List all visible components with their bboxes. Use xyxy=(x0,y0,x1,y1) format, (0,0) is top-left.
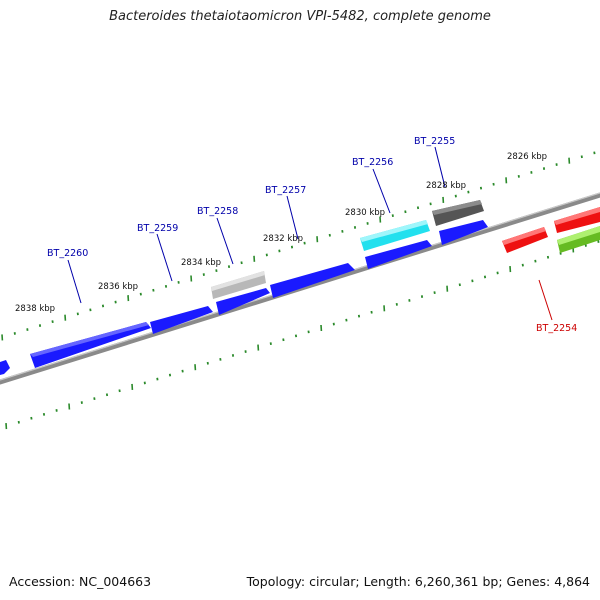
kbp-label: 2830 kbp xyxy=(345,208,385,218)
kbp-label: 2838 kbp xyxy=(15,304,55,314)
gene-arrow-bt2259[interactable] xyxy=(150,306,213,334)
kbp-label: 2834 kbp xyxy=(181,258,221,268)
gene-arrow-bt2256-top xyxy=(360,220,428,242)
gene-arrow-bt2253-top xyxy=(554,207,600,225)
gene-labels: BT_2260 BT_2259 BT_2258 BT_2257 BT_2256 … xyxy=(47,136,577,334)
gene-arrow-bt2260[interactable] xyxy=(30,322,151,368)
label-leaders xyxy=(67,146,553,321)
gene-arrow-bt2258-lower[interactable] xyxy=(216,288,270,315)
gene-label-bt2259[interactable]: BT_2259 xyxy=(137,223,178,234)
kbp-label: 2826 kbp xyxy=(507,152,547,162)
topology-text: Topology: circular; Length: 6,260,361 bp… xyxy=(246,574,590,589)
gene-arrow-bt2256-lower[interactable] xyxy=(365,240,432,269)
gene-label-bt2258[interactable]: BT_2258 xyxy=(197,206,238,217)
gene-arrow-bt2258-top xyxy=(211,271,265,291)
map-title: Bacteroides thetaiotaomicron VPI-5482, c… xyxy=(109,9,491,24)
kbp-label: 2836 kbp xyxy=(98,282,138,292)
gene-label-bt2254[interactable]: BT_2254 xyxy=(536,323,577,334)
gene-arrow-bt2255-top xyxy=(432,200,482,215)
gene-arrow-bt2252-top xyxy=(557,226,600,245)
kbp-label: 2828 kbp xyxy=(426,181,466,191)
gene-label-bt2255[interactable]: BT_2255 xyxy=(414,136,455,147)
kbp-labels: 2838 kbp 2836 kbp 2834 kbp 2832 kbp 2830… xyxy=(15,152,547,314)
gene-track xyxy=(0,200,600,375)
gene-arrow-bt2260-top xyxy=(30,322,149,357)
gene-arrow-bt2257[interactable] xyxy=(270,263,355,298)
gene-arrow-bt2255-lower[interactable] xyxy=(439,220,488,245)
gene-arrow-bt2261[interactable] xyxy=(0,360,10,375)
gene-label-bt2257[interactable]: BT_2257 xyxy=(265,185,306,196)
gene-label-bt2256[interactable]: BT_2256 xyxy=(352,157,393,168)
outer-tick-track xyxy=(1,151,596,341)
gene-arrow-bt2254-top xyxy=(502,227,546,245)
kbp-label: 2832 kbp xyxy=(263,234,303,244)
gene-label-bt2260[interactable]: BT_2260 xyxy=(47,248,88,259)
accession-text: Accession: NC_004663 xyxy=(9,574,152,589)
inner-tick-track xyxy=(5,240,600,430)
